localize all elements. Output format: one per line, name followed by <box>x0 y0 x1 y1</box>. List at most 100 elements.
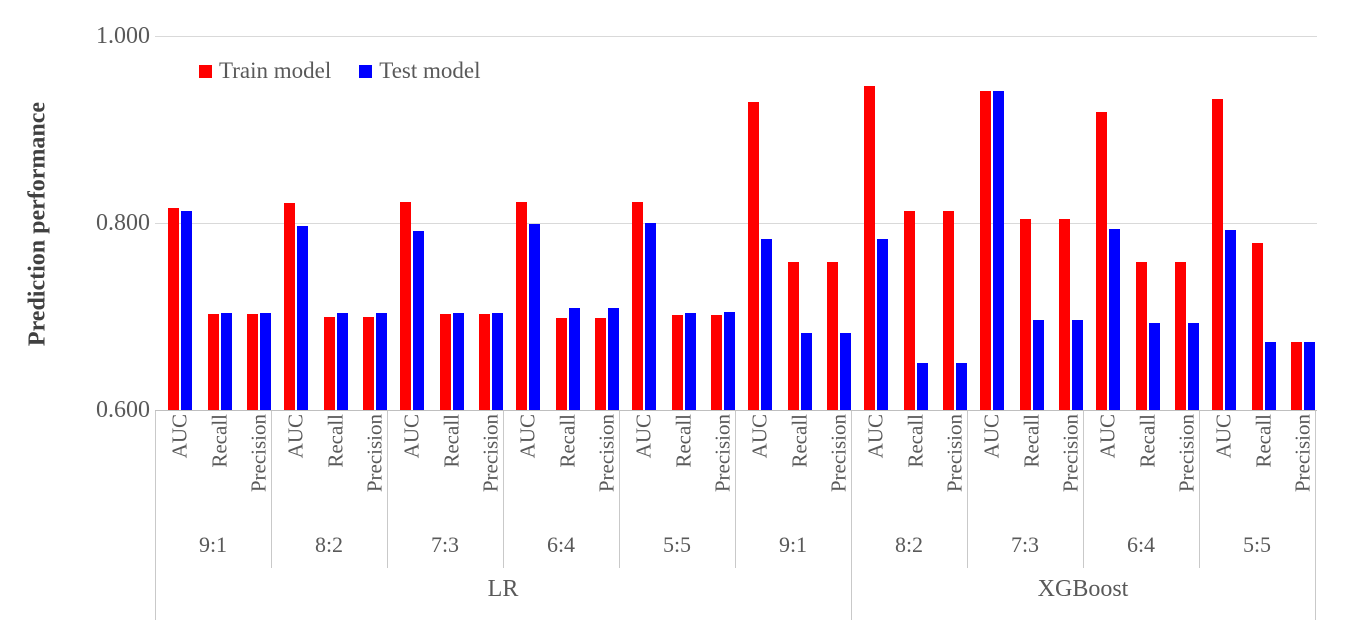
y-tick-label: 0.600 <box>96 397 150 423</box>
bar-train <box>595 318 606 410</box>
bar-train <box>324 317 335 410</box>
bar-test <box>608 308 619 410</box>
metric-label: AUC <box>167 414 192 459</box>
bar-test <box>877 238 888 410</box>
bar-test <box>685 312 696 410</box>
bar-test <box>1265 341 1276 410</box>
metric-label: AUC <box>747 414 772 459</box>
y-tick-label: 1.000 <box>96 23 150 49</box>
metric-label: AUC <box>979 414 1004 459</box>
bar-train <box>748 102 759 410</box>
bar-test <box>297 225 308 410</box>
category-divider <box>387 411 388 568</box>
band-divider <box>1315 411 1316 620</box>
legend-label-test: Test model <box>379 58 481 83</box>
bar-train <box>788 262 799 410</box>
bar-train <box>827 262 838 410</box>
category-divider <box>619 411 620 568</box>
bar-train <box>1059 219 1070 410</box>
bar-test <box>181 210 192 410</box>
bar-train <box>980 91 991 410</box>
bar-train <box>1252 242 1263 410</box>
metric-label: Precision <box>362 414 387 493</box>
bar-test <box>956 363 967 410</box>
metric-label: Recall <box>787 414 812 468</box>
bar-test <box>1304 341 1315 410</box>
y-tick-label: 0.800 <box>96 210 150 236</box>
category-divider <box>967 411 968 568</box>
band-divider <box>851 411 852 620</box>
metric-label: Precision <box>478 414 503 493</box>
bar-test <box>413 231 424 410</box>
bar-test <box>761 238 772 410</box>
bar-test <box>645 223 656 410</box>
bar-test <box>1072 320 1083 410</box>
category-divider <box>1083 411 1084 568</box>
metric-label: AUC <box>515 414 540 459</box>
metric-label: Recall <box>1135 414 1160 468</box>
bar-test <box>917 363 928 410</box>
bar-train <box>440 313 451 410</box>
metric-label: Precision <box>1174 414 1199 493</box>
bar-test <box>337 312 348 410</box>
legend-label-train: Train model <box>219 58 332 83</box>
bar-train <box>400 202 411 410</box>
model-band-label: XGBoost <box>1037 576 1129 602</box>
bar-test <box>260 312 271 410</box>
bar-train <box>1291 341 1302 410</box>
bar-test <box>840 333 851 410</box>
train-model-swatch-icon <box>199 64 212 78</box>
metric-label: Precision <box>246 414 271 493</box>
ratio-label: 7:3 <box>430 532 460 557</box>
bar-train <box>943 210 954 410</box>
bar-test <box>993 91 1004 410</box>
bar-train <box>479 313 490 410</box>
ratio-label: 8:2 <box>314 532 344 557</box>
ratio-label: 5:5 <box>1242 532 1272 557</box>
bar-train <box>904 210 915 410</box>
bar-train <box>864 85 875 410</box>
model-band-label: LR <box>487 576 519 602</box>
metric-label: Recall <box>671 414 696 468</box>
category-divider <box>503 411 504 568</box>
ratio-label: 6:4 <box>1126 532 1156 557</box>
bar-test <box>453 312 464 410</box>
bar-train <box>1136 262 1147 410</box>
metric-label: Recall <box>1251 414 1276 468</box>
bar-test <box>1149 323 1160 410</box>
bar-train <box>208 313 219 410</box>
metric-label: Recall <box>323 414 348 468</box>
bar-train <box>1096 111 1107 410</box>
bar-test <box>376 312 387 410</box>
metric-label: AUC <box>399 414 424 459</box>
test-model-swatch-icon <box>359 64 373 78</box>
category-divider <box>271 411 272 568</box>
metric-label: Precision <box>710 414 735 493</box>
metric-label: Recall <box>1019 414 1044 468</box>
bar-train <box>1212 98 1223 410</box>
bar-train <box>672 314 683 410</box>
metric-label: AUC <box>1095 414 1120 459</box>
metric-label: AUC <box>1211 414 1236 459</box>
metric-label: Recall <box>903 414 928 468</box>
metric-label: Precision <box>1058 414 1083 493</box>
bar-train <box>168 208 179 410</box>
band-divider <box>155 411 156 620</box>
legend-item-train: Train model <box>199 59 331 83</box>
metric-label: AUC <box>631 414 656 459</box>
bar-test <box>724 311 735 410</box>
legend-item-test: Test model <box>359 59 480 83</box>
ratio-label: 9:1 <box>198 532 228 557</box>
bar-train <box>711 314 722 410</box>
metric-label: Precision <box>942 414 967 493</box>
ratio-label: 6:4 <box>546 532 576 557</box>
bar-test <box>1225 229 1236 410</box>
bar-test <box>1109 228 1120 410</box>
gridline <box>155 223 1317 224</box>
metric-label: Precision <box>826 414 851 493</box>
metric-label: Recall <box>555 414 580 468</box>
metric-label: AUC <box>283 414 308 459</box>
bar-test <box>529 223 540 410</box>
ratio-label: 9:1 <box>778 532 808 557</box>
